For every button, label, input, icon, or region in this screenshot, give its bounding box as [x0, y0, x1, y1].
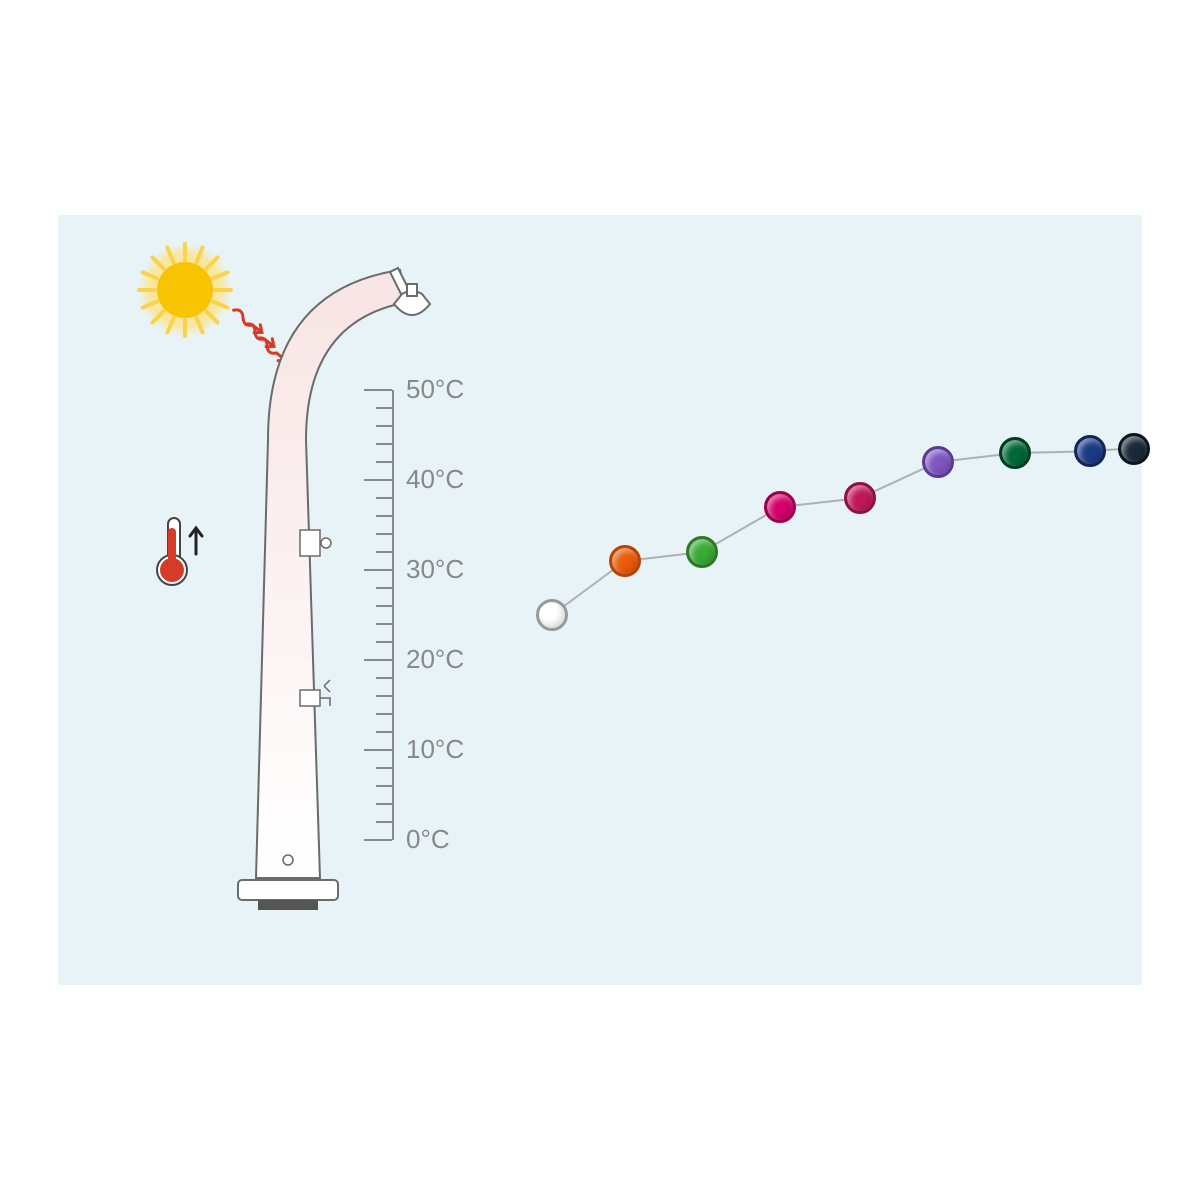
axis-label: 50°C: [406, 374, 486, 405]
thermometer-icon: [152, 510, 212, 600]
axis-tick-minor: [376, 425, 392, 427]
axis-label: 40°C: [406, 464, 486, 495]
axis-tick-minor: [376, 587, 392, 589]
temperature-dot: [1118, 433, 1150, 465]
temperature-dot: [1074, 435, 1106, 467]
mixer-tap-icon: [300, 530, 331, 556]
temperature-dot: [999, 437, 1031, 469]
axis-tick-major: [364, 749, 392, 751]
axis-tick-minor: [376, 515, 392, 517]
temperature-dot: [764, 491, 796, 523]
axis-tick-minor: [376, 821, 392, 823]
axis-tick-minor: [376, 497, 392, 499]
temperature-dot: [686, 536, 718, 568]
axis-label: 30°C: [406, 554, 486, 585]
axis-tick-major: [364, 839, 392, 841]
axis-tick-minor: [376, 551, 392, 553]
axis-tick-minor: [376, 641, 392, 643]
axis-label: 0°C: [406, 824, 486, 855]
axis-tick-minor: [376, 605, 392, 607]
axis-tick-minor: [376, 785, 392, 787]
axis-tick-major: [364, 479, 392, 481]
temperature-dot: [922, 446, 954, 478]
axis-tick-minor: [376, 695, 392, 697]
solar-shower-illustration: [0, 0, 1200, 1200]
axis-label: 10°C: [406, 734, 486, 765]
axis-tick-minor: [376, 731, 392, 733]
axis-tick-minor: [376, 623, 392, 625]
axis-tick-minor: [376, 533, 392, 535]
temperature-dot: [609, 545, 641, 577]
arrow-up-icon: [190, 528, 202, 554]
axis-tick-minor: [376, 677, 392, 679]
axis-tick-minor: [376, 713, 392, 715]
axis-tick-major: [364, 659, 392, 661]
axis-tick-minor: [376, 803, 392, 805]
axis-label: 20°C: [406, 644, 486, 675]
axis-tick-minor: [376, 461, 392, 463]
temperature-dot: [536, 599, 568, 631]
temperature-dot: [844, 482, 876, 514]
axis-tick-major: [364, 569, 392, 571]
axis-tick-minor: [376, 407, 392, 409]
axis-tick-minor: [376, 767, 392, 769]
axis-tick-minor: [376, 443, 392, 445]
temperature-axis: [392, 390, 394, 840]
axis-tick-major: [364, 389, 392, 391]
